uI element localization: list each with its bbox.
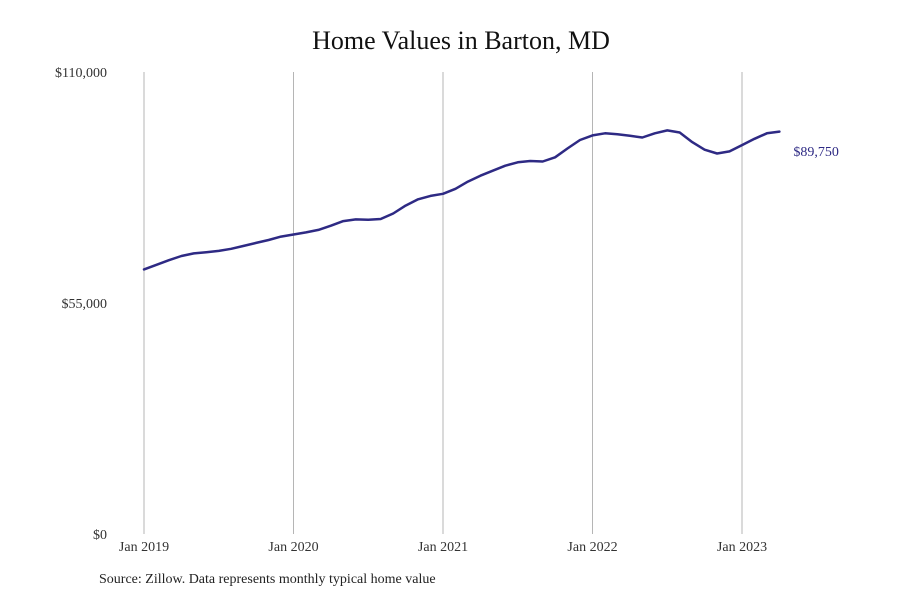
x-tick-label: Jan 2022 (567, 540, 617, 555)
series-layer: $89,750 (142, 129, 839, 271)
source-note: Source: Zillow. Data represents monthly … (99, 572, 436, 587)
x-tick-label: Jan 2023 (717, 540, 767, 555)
x-tick-label: Jan 2021 (418, 540, 468, 555)
series-line (142, 129, 781, 271)
x-tick-label: Jan 2020 (268, 540, 318, 555)
x-tick-label: Jan 2019 (119, 540, 169, 555)
gridlines (143, 72, 743, 534)
end-value-label: $89,750 (793, 145, 839, 160)
y-axis-ticks: $0 $55,000 $110,000 (55, 66, 107, 543)
y-tick-label: $0 (93, 528, 107, 543)
x-axis-ticks: Jan 2019 Jan 2020 Jan 2021 Jan 2022 Jan 2023 (119, 540, 767, 555)
y-tick-label: $110,000 (55, 66, 107, 81)
chart-title: Home Values in Barton, MD (312, 26, 610, 55)
y-tick-label: $55,000 (62, 297, 108, 312)
